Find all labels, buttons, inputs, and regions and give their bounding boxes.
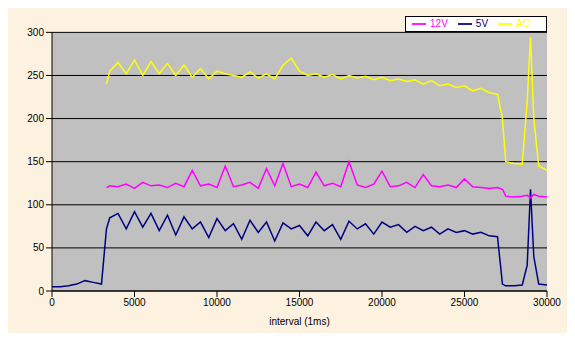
svg-text:20000: 20000 [368,297,396,308]
svg-text:25000: 25000 [451,297,479,308]
svg-text:15000: 15000 [286,297,314,308]
svg-text:250: 250 [27,70,44,81]
svg-text:30000: 30000 [533,297,561,308]
svg-text:50: 50 [33,242,45,253]
svg-text:200: 200 [27,113,44,124]
svg-text:0: 0 [38,286,44,297]
svg-text:100: 100 [27,199,44,210]
svg-text:10000: 10000 [203,297,231,308]
svg-text:interval (1ms): interval (1ms) [269,316,330,327]
svg-text:0: 0 [49,297,55,308]
html-text:5V: 5V [475,18,489,29]
svg-text:150: 150 [27,156,44,167]
html-text:AC: AC [516,18,530,29]
svg-text:300: 300 [27,27,44,38]
html-text:12V: 12V [430,18,448,29]
svg-text:5000: 5000 [123,297,146,308]
